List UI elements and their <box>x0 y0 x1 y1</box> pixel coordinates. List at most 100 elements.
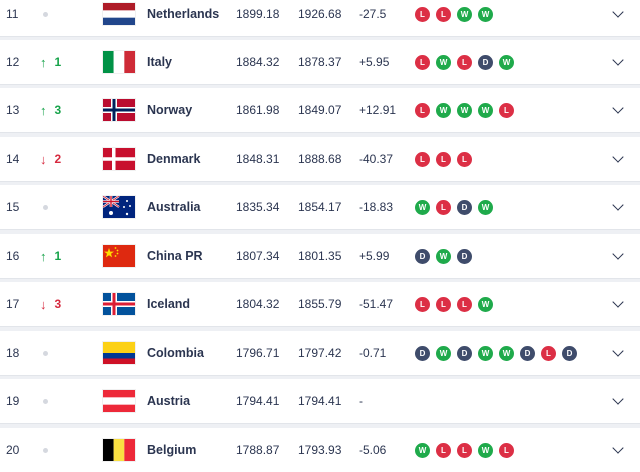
team-name[interactable]: Iceland <box>147 297 191 311</box>
points-difference: -40.37 <box>359 152 394 166</box>
team-name[interactable]: Austria <box>147 394 191 408</box>
team-name[interactable]: Italy <box>147 55 173 69</box>
flag-colombia-icon <box>103 342 135 364</box>
chevron-down-icon[interactable] <box>612 199 624 211</box>
arrow-down-icon: ↓ <box>40 151 47 167</box>
chevron-down-icon[interactable] <box>612 345 624 357</box>
rank-number: 16 <box>6 249 20 263</box>
form-result-badge: W <box>436 345 451 361</box>
previous-points: 1855.79 <box>298 297 342 311</box>
table-row[interactable]: 20 Belgium 1788.87 1793.93 -5.06 W L L W L <box>0 428 640 472</box>
chevron-down-icon[interactable] <box>612 248 624 260</box>
position-change-value: 3 <box>54 103 62 117</box>
table-row[interactable]: 11 Netherlands 1899.18 1926.68 -27.5 L L W W <box>0 0 640 36</box>
team-name[interactable]: Australia <box>147 200 201 214</box>
team-name[interactable]: Colombia <box>147 346 204 360</box>
form-result-badge: L <box>457 442 472 458</box>
flag-belgium-icon <box>103 439 135 461</box>
points-difference: +12.91 <box>359 103 397 117</box>
form-result-badge: W <box>415 199 430 215</box>
form-result-badge: L <box>457 296 472 312</box>
flag-iceland-icon <box>103 293 135 315</box>
form-result-badge: L <box>457 151 472 167</box>
form-result-badge: W <box>415 442 430 458</box>
form-result-badge: L <box>499 102 514 118</box>
previous-points: 1878.37 <box>298 55 342 69</box>
table-row[interactable]: 15 Australia 1835.34 1854.17 -18.83 W L D W <box>0 185 640 229</box>
total-points: 1861.98 <box>236 103 280 117</box>
points-difference: -0.71 <box>359 346 387 360</box>
chevron-down-icon[interactable] <box>612 151 624 163</box>
form-result-badge: W <box>478 102 493 118</box>
form-result-badge: W <box>499 54 514 70</box>
form-result-badge: L <box>415 102 430 118</box>
unchanged-dot-icon <box>43 398 48 404</box>
chevron-down-icon[interactable] <box>612 442 624 454</box>
team-name[interactable]: Netherlands <box>147 7 220 21</box>
form-result-badge: W <box>478 345 493 361</box>
total-points: 1807.34 <box>236 249 280 263</box>
team-name[interactable]: Belgium <box>147 443 197 457</box>
previous-points: 1801.35 <box>298 249 342 263</box>
position-change-value: 1 <box>54 249 62 263</box>
position-change: ↑ 1 <box>40 55 61 70</box>
table-row[interactable]: 14 ↓ 2 Denmark 1848.31 1888.68 -40.37 L L L <box>0 137 640 181</box>
rank-number: 19 <box>6 394 20 408</box>
form-result-badge: L <box>541 345 556 361</box>
previous-points: 1926.68 <box>298 7 342 21</box>
form-result-badge: W <box>478 199 493 215</box>
team-name[interactable]: Denmark <box>147 152 201 166</box>
form-result-badge: W <box>499 345 514 361</box>
form-result-badge: D <box>457 248 472 264</box>
total-points: 1848.31 <box>236 152 280 166</box>
form-result-badge: W <box>478 442 493 458</box>
form-result-badge: D <box>415 345 430 361</box>
form-result-badge: L <box>436 442 451 458</box>
form-result-badge: W <box>457 102 472 118</box>
table-row[interactable]: 12 ↑ 1 Italy 1884.32 1878.37 +5.95 L W L D W <box>0 40 640 84</box>
position-change: ↓ 3 <box>40 297 61 312</box>
form-result-badge: L <box>436 151 451 167</box>
previous-points: 1797.42 <box>298 346 342 360</box>
total-points: 1899.18 <box>236 7 280 21</box>
position-change: ↓ 2 <box>40 152 61 167</box>
arrow-up-icon: ↑ <box>40 54 47 70</box>
flag-norway-icon <box>103 99 135 121</box>
table-row[interactable]: 19 Austria 1794.41 1794.41 - <box>0 379 640 423</box>
unchanged-dot-icon <box>43 350 48 356</box>
total-points: 1788.87 <box>236 443 280 457</box>
points-difference: -27.5 <box>359 7 387 21</box>
chevron-down-icon[interactable] <box>612 393 624 405</box>
table-row[interactable]: 17 ↓ 3 Iceland 1804.32 1855.79 -51.47 L L L W <box>0 282 640 326</box>
flag-denmark-icon <box>103 148 135 170</box>
team-name[interactable]: China PR <box>147 249 203 263</box>
position-change-value: 1 <box>54 55 62 69</box>
table-row[interactable]: 16 ↑ 1 China PR 1807.34 1801.35 +5.99 D W D <box>0 234 640 278</box>
arrow-down-icon: ↓ <box>40 296 47 312</box>
chevron-down-icon[interactable] <box>612 6 624 18</box>
chevron-down-icon[interactable] <box>612 296 624 308</box>
chevron-down-icon[interactable] <box>612 54 624 66</box>
previous-points: 1794.41 <box>298 394 342 408</box>
form-result-badge: W <box>478 6 493 22</box>
arrow-up-icon: ↑ <box>40 102 47 118</box>
position-unchanged <box>40 11 48 17</box>
table-row[interactable]: 18 Colombia 1796.71 1797.42 -0.71 D W D W W D L D <box>0 331 640 375</box>
table-row[interactable]: 13 ↑ 3 Norway 1861.98 1849.07 +12.91 L W W W L <box>0 88 640 132</box>
rank-number: 12 <box>6 55 20 69</box>
rank-number: 15 <box>6 200 20 214</box>
form-result-badge: D <box>415 248 430 264</box>
team-name[interactable]: Norway <box>147 103 193 117</box>
points-difference: -51.47 <box>359 297 394 311</box>
previous-points: 1888.68 <box>298 152 342 166</box>
chevron-down-icon[interactable] <box>612 102 624 114</box>
position-change: ↑ 3 <box>40 103 61 118</box>
